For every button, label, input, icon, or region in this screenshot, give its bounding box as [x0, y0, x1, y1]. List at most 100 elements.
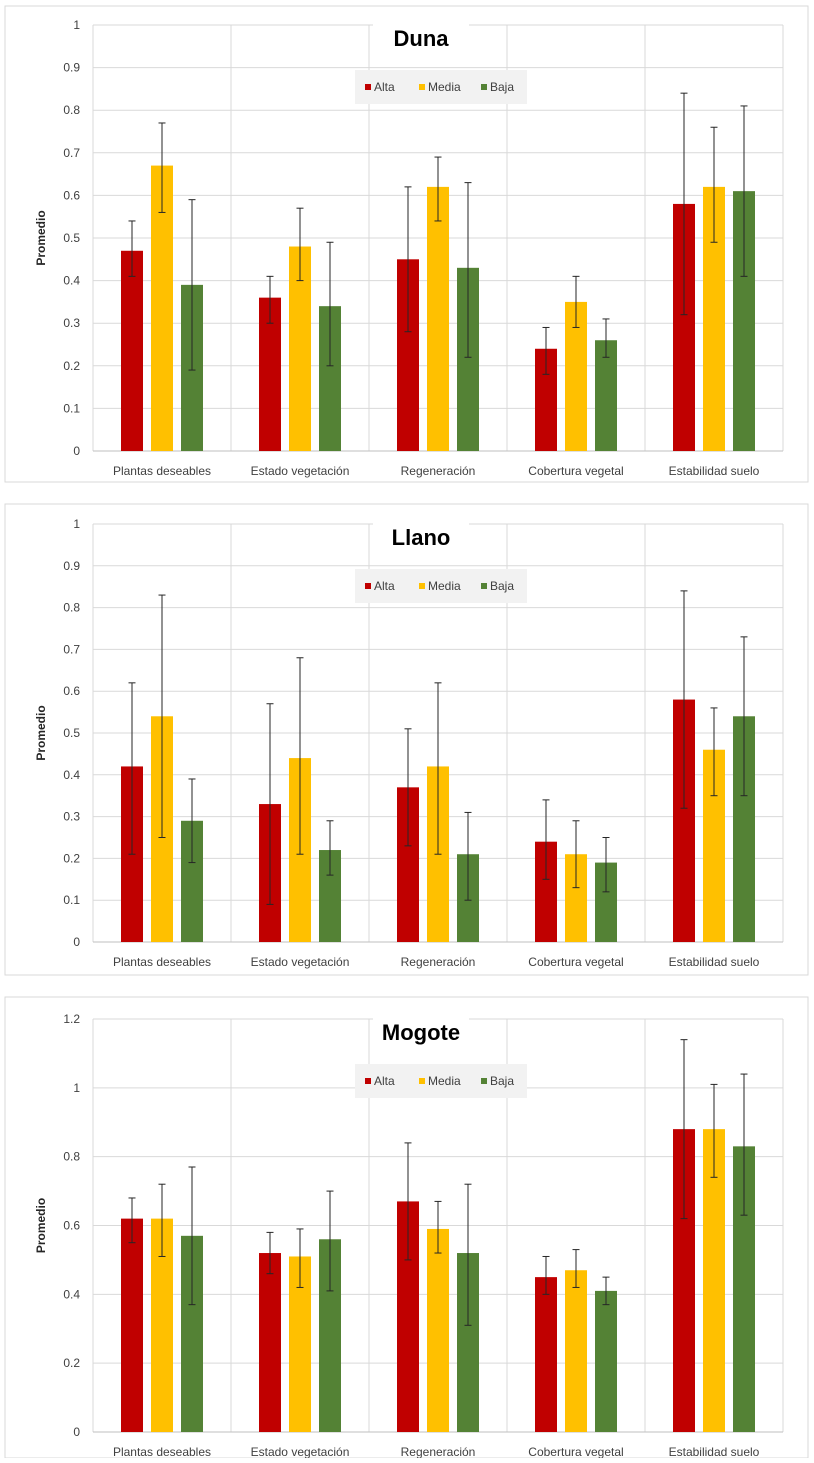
legend-swatch-alta — [365, 1078, 371, 1084]
bar-baja — [319, 1239, 341, 1432]
y-tick-label: 1 — [73, 1081, 80, 1095]
error-bar — [296, 657, 304, 855]
bar-baja — [181, 820, 203, 942]
bar-alta — [397, 787, 419, 942]
bar-alta — [673, 699, 695, 942]
bar-media — [289, 246, 311, 451]
bar-media — [289, 1256, 311, 1432]
bar-media — [565, 1270, 587, 1432]
y-tick-label: 0.8 — [63, 1150, 80, 1164]
error-bar — [188, 199, 196, 371]
error-bar — [572, 820, 580, 889]
legend-swatch-baja — [481, 84, 487, 90]
y-tick-label: 0.2 — [63, 851, 80, 865]
error-bar — [542, 1255, 550, 1295]
error-bar — [188, 778, 196, 864]
x-tick-label: Estado vegetación — [251, 464, 350, 478]
bar-alta — [673, 1129, 695, 1432]
error-bar — [710, 1083, 718, 1178]
error-bar — [158, 594, 166, 838]
error-bar — [266, 275, 274, 324]
error-bar — [602, 318, 610, 358]
bar-baja — [595, 862, 617, 942]
y-tick-label: 0.5 — [63, 726, 80, 740]
bar-media — [151, 165, 173, 451]
legend-label-baja: Baja — [490, 579, 514, 593]
legend-swatch-media — [419, 583, 425, 589]
chart-title: Llano — [392, 525, 451, 550]
x-tick-label: Cobertura vegetal — [528, 464, 623, 478]
legend-label-media: Media — [428, 579, 461, 593]
legend-swatch-alta — [365, 84, 371, 90]
y-tick-label: 0.8 — [63, 601, 80, 615]
title-background — [373, 24, 469, 52]
y-tick-label: 0.6 — [63, 684, 80, 698]
error-bar — [266, 703, 274, 905]
error-bar — [464, 1183, 472, 1326]
x-tick-label: Estabilidad suelo — [669, 955, 760, 969]
error-bar — [434, 1200, 442, 1254]
y-tick-label: 0.4 — [63, 274, 80, 288]
error-bar — [710, 707, 718, 797]
x-tick-label: Plantas deseables — [113, 464, 211, 478]
bar-media — [703, 1129, 725, 1432]
error-bar — [404, 1142, 412, 1261]
error-bar — [602, 1276, 610, 1306]
bar-media — [703, 186, 725, 451]
y-tick-label: 1.2 — [63, 1012, 80, 1026]
bar-alta — [121, 1218, 143, 1432]
y-tick-label: 1 — [73, 18, 80, 32]
bar-alta — [535, 1277, 557, 1432]
error-bar — [326, 1190, 334, 1292]
error-bar — [404, 186, 412, 333]
bar-alta — [259, 297, 281, 451]
y-tick-label: 0.4 — [63, 768, 80, 782]
legend-box — [355, 70, 527, 104]
bar-alta — [121, 250, 143, 451]
x-tick-label: Regeneración — [401, 955, 476, 969]
bar-baja — [457, 1253, 479, 1432]
bar-baja — [733, 191, 755, 451]
x-tick-label: Estabilidad suelo — [669, 464, 760, 478]
error-bar — [710, 126, 718, 243]
title-background — [373, 523, 469, 551]
error-bar — [464, 811, 472, 901]
y-tick-label: 0.2 — [63, 1356, 80, 1370]
y-tick-label: 0.6 — [63, 1219, 80, 1233]
error-bar — [296, 1228, 304, 1288]
y-tick-label: 0.4 — [63, 1287, 80, 1301]
x-tick-label: Cobertura vegetal — [528, 1445, 623, 1458]
error-bar — [572, 1249, 580, 1288]
y-axis-label: Promedio — [34, 210, 48, 265]
bar-media — [565, 854, 587, 942]
bar-alta — [259, 1253, 281, 1432]
bar-media — [703, 749, 725, 942]
y-tick-label: 0 — [73, 444, 80, 458]
bar-baja — [595, 340, 617, 451]
error-bar — [542, 326, 550, 375]
error-bar — [602, 837, 610, 893]
y-tick-label: 0.3 — [63, 810, 80, 824]
bar-alta — [397, 259, 419, 451]
legend-swatch-baja — [481, 583, 487, 589]
y-tick-label: 0.1 — [63, 401, 80, 415]
error-bar — [128, 220, 136, 277]
legend-box — [355, 569, 527, 603]
error-bar — [158, 1183, 166, 1257]
y-tick-label: 0.1 — [63, 893, 80, 907]
legend-box — [355, 1064, 527, 1098]
error-bar — [128, 682, 136, 855]
x-tick-label: Plantas deseables — [113, 1445, 211, 1458]
y-tick-label: 0.7 — [63, 642, 80, 656]
error-bar — [572, 275, 580, 328]
chart-panel-duna: 0 0.1 0.2 0.3 0.4 0.5 0.6 0.7 0.8 0.9 1 Plantas des… — [4, 5, 809, 483]
bar-baja — [319, 306, 341, 451]
legend-label-alta: Alta — [374, 80, 395, 94]
error-bar — [404, 728, 412, 847]
bar-baja — [319, 850, 341, 942]
error-bar — [326, 820, 334, 876]
bar-media — [427, 186, 449, 451]
legend-label-media: Media — [428, 80, 461, 94]
title-background — [373, 1018, 469, 1046]
error-bar — [542, 799, 550, 880]
